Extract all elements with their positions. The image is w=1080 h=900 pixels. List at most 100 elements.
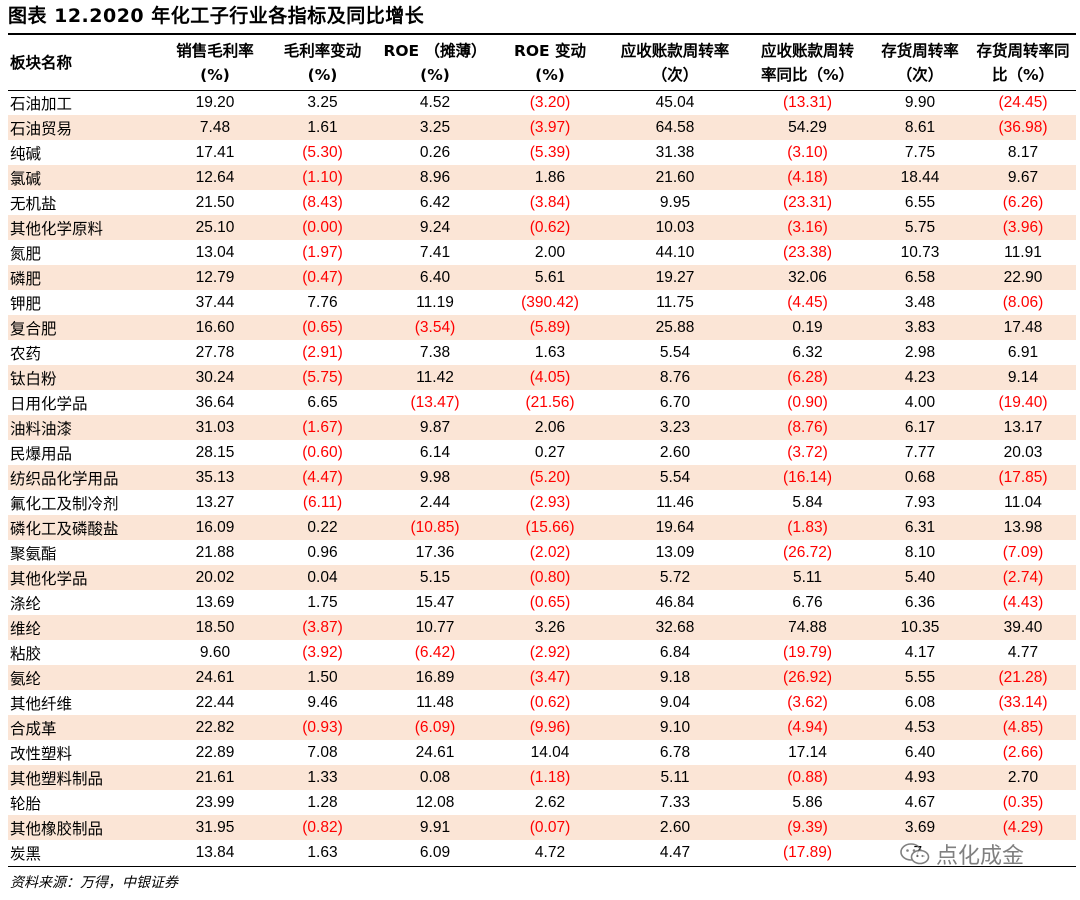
- value-cell: 12.79: [160, 265, 270, 290]
- value-cell: 6.08: [904, 693, 936, 711]
- value-cell: 8.17: [1007, 143, 1039, 161]
- value-cell: (4.29): [970, 815, 1076, 840]
- value-cell: 19.64: [605, 515, 745, 540]
- watermark-text: 点化成金: [936, 844, 1025, 869]
- table-row: 农药 27.78 (2.91) 7.38 1.63 5.54 6.32 2.98 6.91: [8, 340, 1076, 365]
- column-header: 毛利率变动 (%): [270, 35, 375, 90]
- value-cell: 5.72: [605, 565, 745, 590]
- table-row: 涤纶 13.69 1.75 15.47 (0.65) 46.84 6.76 6.36 (4.43…: [8, 590, 1076, 615]
- value-cell: 1.63: [307, 843, 338, 861]
- value-cell: 6.32: [792, 343, 823, 361]
- value-cell: (0.88): [745, 765, 870, 790]
- value-cell: (13.47): [410, 393, 460, 411]
- value-cell: 3.25: [375, 115, 495, 140]
- value-cell: 20.02: [160, 565, 270, 590]
- value-cell: 15.47: [415, 593, 455, 611]
- value-cell: (0.07): [495, 815, 605, 840]
- value-cell: 24.61: [160, 665, 270, 690]
- value-cell: (6.28): [745, 365, 870, 390]
- value-cell: (9.96): [495, 715, 605, 740]
- value-cell: 8.61: [870, 115, 970, 140]
- value-cell: 9.90: [904, 93, 936, 111]
- value-cell: (10.85): [375, 515, 495, 540]
- value-cell: (2.66): [1002, 743, 1044, 761]
- table-row: 合成革 22.82 (0.93) (6.09) (9.96) 9.10 (4.94) 4.53…: [8, 715, 1076, 740]
- column-header-line: ROE 变动: [513, 41, 587, 60]
- value-cell: (0.65): [529, 593, 571, 611]
- value-cell: 11.91: [1004, 243, 1042, 261]
- value-cell: 5.75: [870, 215, 970, 240]
- value-cell: (21.28): [970, 665, 1076, 690]
- value-cell: (9.39): [745, 815, 870, 840]
- table-row: 氨纶 24.61 1.50 16.89 (3.47) 9.18 (26.92) 5.55 (21…: [8, 665, 1076, 690]
- value-cell: 11.48: [416, 693, 454, 711]
- value-cell: 30.24: [160, 365, 270, 390]
- value-cell: 0.96: [307, 543, 338, 561]
- value-cell: 3.48: [904, 293, 936, 311]
- value-cell: 1.61: [270, 115, 375, 140]
- value-cell: 9.98: [375, 465, 495, 490]
- value-cell: 6.31: [870, 515, 970, 540]
- value-cell: (5.39): [529, 143, 571, 161]
- value-cell: 35.13: [160, 465, 270, 490]
- value-cell: 2.60: [605, 815, 745, 840]
- table-body: 石油加工 19.20 3.25 4.52 (3.20) 45.04 (13.31) 9.90 (…: [8, 90, 1076, 865]
- value-cell: 0.26: [419, 143, 451, 161]
- value-cell: (6.26): [1002, 193, 1044, 211]
- value-cell: 10.03: [605, 215, 745, 240]
- value-cell: 23.99: [195, 793, 235, 811]
- column-header-line: (%): [307, 65, 338, 84]
- sector-name-cell: 无机盐: [10, 194, 57, 213]
- figure-title: 图表 12.2020 年化工子行业各指标及同比增长: [8, 5, 425, 27]
- value-cell: 11.75: [656, 293, 694, 311]
- value-cell: 6.76: [792, 593, 823, 611]
- value-cell: 11.19: [416, 293, 454, 311]
- value-cell: 4.72: [534, 843, 566, 861]
- value-cell: 13.98: [970, 515, 1076, 540]
- table-row: 油料油漆 31.03 (1.67) 9.87 2.06 3.23 (8.76) 6.17 13.…: [8, 415, 1076, 440]
- value-cell: 6.42: [419, 193, 451, 211]
- value-cell: (19.79): [782, 643, 833, 661]
- value-cell: 20.03: [1003, 443, 1043, 461]
- value-cell: 11.42: [375, 365, 495, 390]
- value-cell: 7.75: [904, 143, 936, 161]
- table-row: 日用化学品 36.64 6.65 (13.47) (21.56) 6.70 (0.90) 4.…: [8, 390, 1076, 415]
- value-cell: 2.98: [904, 343, 936, 361]
- value-cell: 36.64: [195, 393, 235, 411]
- value-cell: 1.86: [495, 165, 605, 190]
- value-cell: 5.54: [659, 343, 691, 361]
- value-cell: (0.62): [495, 215, 605, 240]
- value-cell: (4.18): [745, 165, 870, 190]
- value-cell: 9.24: [375, 215, 495, 240]
- value-cell: (5.20): [495, 465, 605, 490]
- value-cell: 4.93: [870, 765, 970, 790]
- value-cell: (23.31): [782, 193, 833, 211]
- value-cell: (2.91): [302, 343, 343, 361]
- value-cell: 0.04: [270, 565, 375, 590]
- table-row: 氟化工及制冷剂 13.27 (6.11) 2.44 (2.93) 11.46 5.84 7.9…: [8, 490, 1076, 515]
- value-cell: 9.87: [375, 415, 495, 440]
- value-cell: 13.17: [970, 415, 1076, 440]
- column-header-line: 应收账款周转率: [620, 41, 730, 60]
- wechat-icon: [900, 843, 930, 865]
- value-cell: (1.10): [270, 165, 375, 190]
- value-cell: 0.68: [870, 465, 970, 490]
- table-row: 其他化学品 20.02 0.04 5.15 (0.80) 5.72 5.11 5.40 (2.7…: [8, 565, 1076, 590]
- column-header: 销售毛利率 (%): [160, 35, 270, 90]
- value-cell: (0.00): [270, 215, 375, 240]
- value-cell: 12.08: [415, 793, 455, 811]
- value-cell: 10.35: [870, 615, 970, 640]
- value-cell: 1.28: [307, 793, 338, 811]
- table-row: 氯碱 12.64 (1.10) 8.96 1.86 21.60 (4.18) 18.44 9.6…: [8, 165, 1076, 190]
- value-cell: 22.90: [970, 265, 1076, 290]
- value-cell: 4.17: [904, 643, 936, 661]
- value-cell: 0.19: [745, 315, 870, 340]
- table-row: 粘胶 9.60 (3.92) (6.42) (2.92) 6.84 (19.79) 4.17 4…: [8, 640, 1076, 665]
- value-cell: 14.04: [530, 743, 570, 761]
- watermark: 点化成金: [900, 838, 1024, 870]
- sector-name-cell: 复合肥: [8, 315, 160, 340]
- column-header-line: (%): [420, 65, 450, 84]
- sector-name-cell: 磷肥: [8, 265, 160, 290]
- value-cell: 4.47: [659, 843, 691, 861]
- value-cell: 32.68: [605, 615, 745, 640]
